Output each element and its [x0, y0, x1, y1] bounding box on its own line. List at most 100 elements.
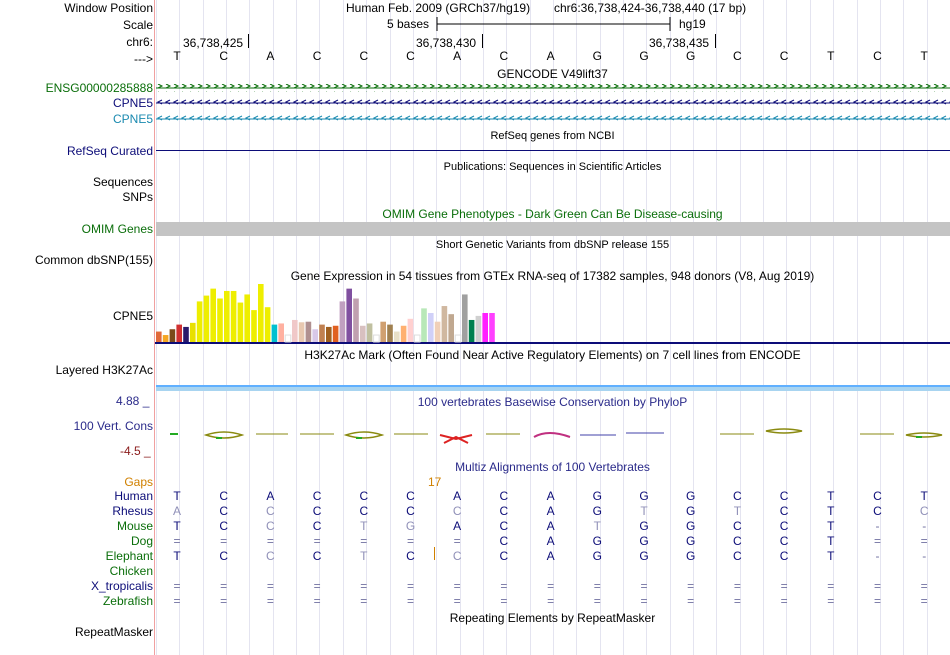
gtex-bar-chart[interactable] [155, 282, 950, 345]
gtex-tissue-bar[interactable] [217, 298, 223, 343]
gtex-tissue-bar[interactable] [237, 302, 244, 342]
gtex-tissue-bar[interactable] [326, 326, 332, 342]
alignment-base: = [780, 579, 788, 593]
gtex-tissue-bar[interactable] [387, 324, 393, 342]
gtex-tissue-bar[interactable] [441, 306, 448, 342]
gtex-tissue-bar[interactable] [428, 313, 434, 342]
gtex-tissue-bar[interactable] [332, 325, 339, 342]
alignment-base: = [360, 579, 368, 593]
gtex-tissue-bar[interactable] [298, 322, 305, 342]
gtex-tissue-bar[interactable] [339, 301, 346, 342]
gtex-tissue-bar[interactable] [162, 335, 169, 342]
gtex-tissue-bar[interactable] [489, 313, 495, 342]
gencode-gene-features[interactable] [156, 82, 950, 126]
gtex-tissue-bar[interactable] [346, 288, 352, 342]
gtex-gene-label[interactable]: CPNE5 [112, 309, 153, 323]
gtex-tissue-bar[interactable] [319, 324, 325, 342]
alignment-base: = [827, 579, 835, 593]
alignment-base: = [360, 534, 368, 548]
gaps-label[interactable]: Gaps [124, 475, 153, 489]
base-letter: C [219, 49, 229, 63]
alignment-base: C [266, 504, 275, 518]
gtex-tissue-bar[interactable] [482, 313, 488, 342]
gtex-tissue-bar[interactable] [380, 321, 386, 342]
gtex-tissue-bar[interactable] [373, 334, 380, 343]
gtex-tissue-bar[interactable] [264, 307, 271, 342]
alignment-base: G [686, 519, 696, 533]
omim-label[interactable]: OMIM Genes [81, 222, 153, 236]
alignment-base: C [266, 519, 275, 533]
repeatmasker-label[interactable]: RepeatMasker [74, 625, 153, 639]
gtex-tissue-bar[interactable] [475, 315, 482, 342]
gencode-gene-label[interactable]: CPNE5 [112, 96, 153, 110]
gtex-tissue-bar[interactable] [360, 325, 366, 342]
alignment-base: C [499, 489, 509, 503]
gtex-tissue-bar[interactable] [400, 325, 407, 342]
assembly-title: Human Feb. 2009 (GRCh37/hg19) [346, 1, 531, 15]
refseq-label[interactable]: RefSeq Curated [66, 144, 153, 158]
gtex-tissue-bar[interactable] [210, 288, 216, 342]
gtex-tissue-bar[interactable] [448, 314, 454, 342]
gtex-tissue-bar[interactable] [407, 318, 414, 342]
alignment-base: C [219, 504, 229, 518]
alignment-base: C [312, 519, 322, 533]
species-label[interactable]: Dog [130, 534, 153, 548]
species-label[interactable]: X_tropicalis [90, 579, 153, 593]
gtex-tissue-bar[interactable] [244, 294, 250, 342]
alignment-base: = [500, 579, 508, 593]
snps-label[interactable]: SNPs [122, 190, 153, 204]
gtex-tissue-bar[interactable] [462, 294, 468, 342]
base-letter: C [499, 49, 509, 63]
species-label[interactable]: Elephant [105, 549, 153, 563]
alignment-base: C [779, 504, 789, 518]
cons-label[interactable]: 100 Vert. Cons [73, 419, 153, 433]
gtex-tissue-bar[interactable] [278, 323, 284, 342]
gtex-tissue-bar[interactable] [353, 298, 359, 343]
species-label[interactable]: Rhesus [112, 504, 153, 518]
gtex-tissue-bar[interactable] [176, 324, 182, 342]
gtex-tissue-bar[interactable] [251, 310, 257, 342]
gtex-tissue-bar[interactable] [169, 329, 176, 342]
dbsnp-label[interactable]: Common dbSNP(155) [34, 253, 153, 267]
gtex-tissue-bar[interactable] [413, 334, 421, 343]
gtex-tissue-bar[interactable] [366, 323, 373, 342]
gtex-tissue-bar[interactable] [224, 290, 230, 342]
gtex-tissue-bar[interactable] [203, 295, 210, 342]
gtex-tissue-bar[interactable] [434, 321, 441, 342]
gtex-tissue-bar[interactable] [394, 331, 400, 342]
gtex-tissue-bar[interactable] [292, 319, 298, 342]
gtex-tissue-bar[interactable] [305, 321, 312, 342]
h3k27ac-label[interactable]: Layered H3K27Ac [55, 363, 153, 377]
gencode-gene-label[interactable]: ENSG00000285888 [45, 81, 153, 95]
gtex-tissue-bar[interactable] [230, 290, 237, 342]
sequences-label[interactable]: Sequences [92, 175, 153, 189]
alignment-base: - [922, 519, 927, 533]
h3k27ac-signal-fill[interactable] [156, 387, 950, 391]
gtex-tissue-bar[interactable] [421, 308, 427, 342]
grid-line [856, 0, 858, 655]
h3k27ac-signal-line[interactable] [156, 385, 950, 387]
gencode-gene-label[interactable]: CPNE5 [112, 112, 153, 126]
gtex-tissue-bar[interactable] [183, 326, 189, 342]
alignment-base: G [592, 549, 602, 563]
species-label[interactable]: Zebrafish [102, 594, 153, 608]
gtex-tissue-bar[interactable] [156, 331, 162, 342]
alignment-base: C [919, 504, 929, 518]
gtex-tissue-bar[interactable] [468, 319, 475, 342]
gtex-tissue-bar[interactable] [454, 334, 462, 343]
species-label[interactable]: Mouse [116, 519, 153, 533]
species-label[interactable]: Chicken [109, 564, 153, 578]
gtex-tissue-bar[interactable] [258, 284, 264, 342]
alignment-base: = [266, 534, 274, 548]
cons-logo[interactable] [156, 425, 950, 449]
gtex-tissue-bar[interactable] [312, 329, 318, 342]
gtex-tissue-bar[interactable] [196, 301, 203, 342]
species-label[interactable]: Human [114, 489, 153, 503]
gtex-tissue-bar[interactable] [284, 334, 292, 343]
gtex-tissue-bar[interactable] [271, 324, 278, 342]
refseq-gene-line[interactable] [156, 150, 950, 151]
omim-feature-bar[interactable] [156, 222, 950, 236]
gtex-tissue-bar[interactable] [190, 322, 196, 342]
alignment-base: T [173, 489, 181, 503]
